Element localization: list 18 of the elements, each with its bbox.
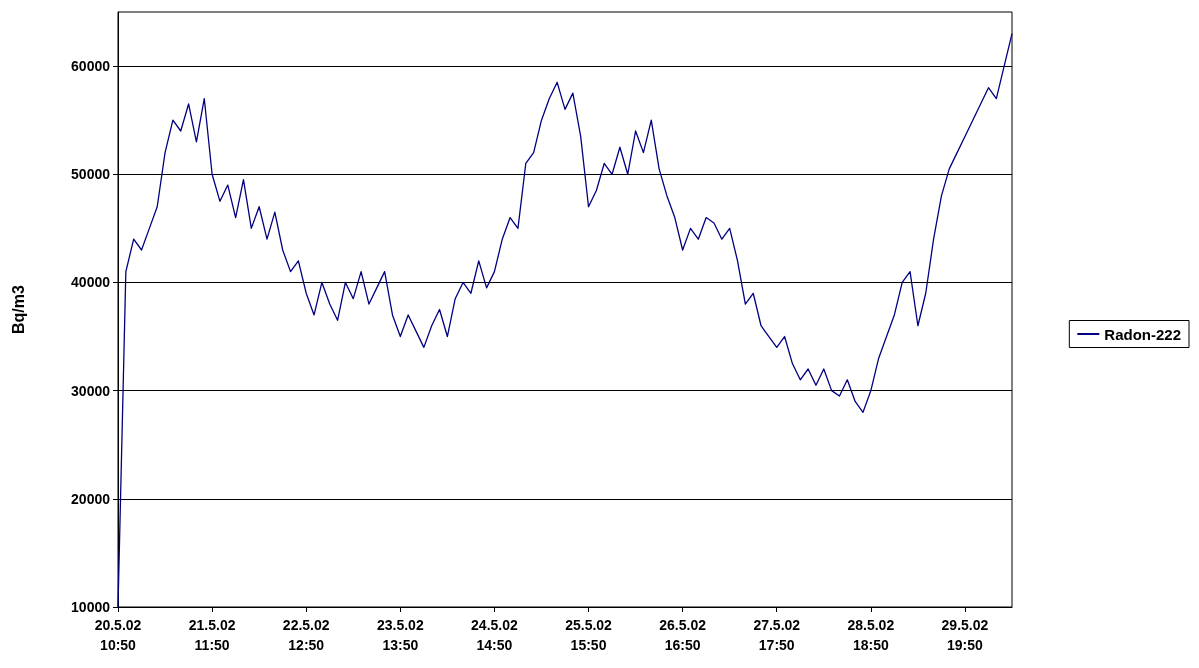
x-tick-label: 28.5.02 18:50 <box>847 617 895 653</box>
x-tick-label: 29.5.02 19:50 <box>941 617 989 653</box>
x-tick-label: 23.5.02 13:50 <box>376 617 424 653</box>
y-tick-label: 50000 <box>71 166 111 183</box>
y-tick-label: 30000 <box>71 382 111 399</box>
x-tick-label: 25.5.02 15:50 <box>565 617 613 653</box>
y-tick-label: 20000 <box>71 490 111 507</box>
x-tick-label: 22.5.02 12:50 <box>282 617 330 653</box>
y-tick-label: 40000 <box>71 274 111 291</box>
x-tick-label: 20.5.02 10:50 <box>94 617 142 653</box>
x-tick-label: 21.5.02 11:50 <box>188 617 236 653</box>
x-tick-label: 24.5.02 14:50 <box>471 617 518 653</box>
y-axis-title: Bq/m3 <box>9 284 27 334</box>
y-tick-label: 60000 <box>71 58 111 75</box>
x-tick-label: 26.5.02 16:50 <box>659 617 707 653</box>
legend-label: Radon-222 <box>1104 325 1181 343</box>
x-tick-label: 27.5.02 17:50 <box>753 617 801 653</box>
y-tick-label: 10000 <box>71 599 111 615</box>
